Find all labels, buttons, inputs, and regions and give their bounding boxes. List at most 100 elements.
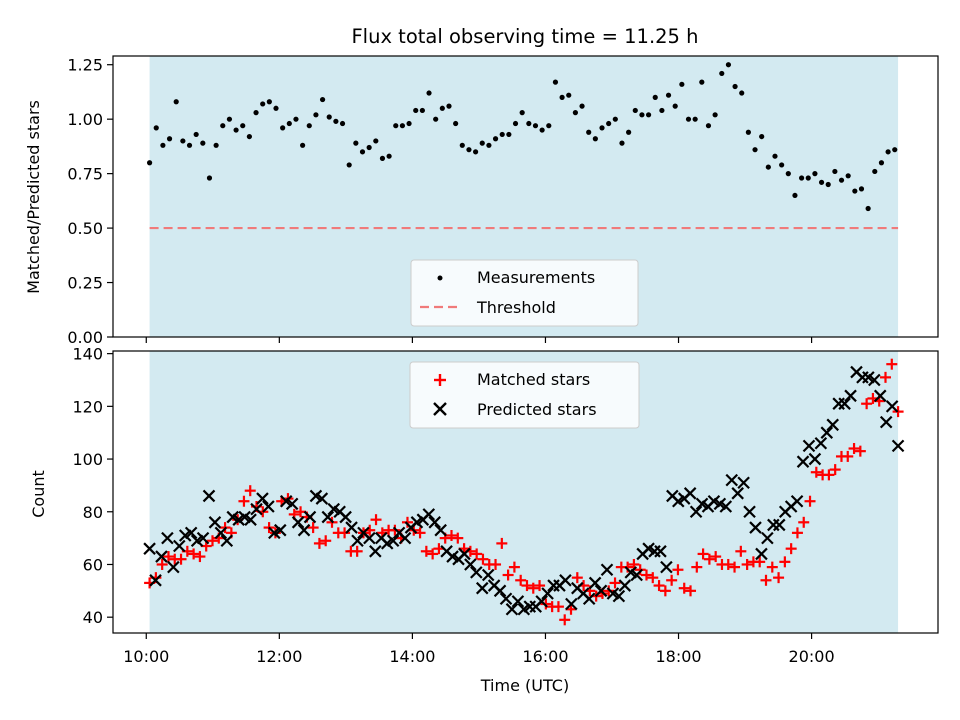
predicted-star-point (737, 476, 750, 490)
legend-matched-label: Matched stars (477, 370, 590, 389)
predicted-star-point (303, 510, 317, 524)
matched-star-point (842, 450, 854, 462)
measurement-point (453, 120, 459, 127)
matched-star-point (666, 574, 678, 586)
predicted-star-point (214, 526, 228, 540)
measurement-point (366, 144, 372, 151)
predicted-star-point (196, 531, 210, 545)
top-x-ticks (145, 337, 813, 343)
measurement-point (246, 133, 252, 140)
predicted-star-point (184, 526, 198, 540)
matched-star-point (609, 577, 621, 589)
measurement-point (220, 123, 226, 129)
matched-star-point (678, 582, 690, 594)
matched-star-point (647, 572, 659, 584)
measurement-point (632, 107, 638, 114)
matched-star-point (496, 537, 508, 549)
measurement-point (579, 103, 585, 109)
chart-title: Flux total observing time = 11.25 h (351, 25, 698, 48)
measurement-point (845, 173, 851, 179)
matched-star-point (490, 558, 502, 570)
measurement-point (805, 175, 811, 181)
matched-star-point (773, 572, 785, 584)
measurement-point (326, 114, 332, 120)
measurement-point (466, 147, 472, 153)
matched-star-point (703, 553, 715, 565)
measurement-point (333, 118, 339, 124)
predicted-star-point (315, 492, 329, 505)
legend-threshold-label: Threshold (476, 298, 556, 317)
measurement-point (146, 160, 153, 166)
matched-star-point (886, 358, 898, 370)
measurement-point (865, 205, 871, 212)
predicted-star-point (731, 487, 744, 500)
matched-star-point (446, 529, 458, 541)
predicted-star-point (464, 558, 477, 571)
measurement-point (446, 103, 452, 109)
matched-star-point (521, 580, 533, 592)
measurement-point (885, 149, 891, 155)
count-panel: 40 60 80 100 120 140 10:00 12:00 14:00 16:00 18:0… (29, 345, 939, 695)
measurement-point (286, 120, 292, 127)
matched-star-point (729, 561, 741, 573)
matched-star-point (156, 558, 168, 570)
measurement-point (193, 131, 199, 138)
predicted-star-point (161, 531, 174, 545)
predicted-star-point (143, 542, 156, 555)
measurement-point (838, 177, 845, 183)
bottom-axes-frame (112, 350, 939, 634)
predicted-star-point (761, 531, 774, 545)
matched-star-point (571, 572, 583, 584)
predicted-star-point (683, 487, 697, 500)
predicted-star-point (297, 523, 311, 537)
predicted-star-point (291, 516, 305, 529)
measurement-point (273, 105, 279, 111)
measurement-point (153, 125, 159, 131)
measurement-point (792, 192, 798, 199)
bottom-y-tick-label: 40 (83, 608, 103, 627)
measurement-point (772, 153, 778, 159)
x-tick-label: 18:00 (655, 647, 701, 666)
bottom-y-tick-label: 80 (83, 503, 103, 522)
measurement-point (592, 136, 598, 142)
matched-star-point (791, 527, 803, 539)
predicted-star-point (772, 518, 786, 532)
legend-measurements-label: Measurements (477, 268, 595, 287)
predicted-star-point (155, 550, 168, 563)
measurement-point (413, 107, 419, 114)
measurement-point (612, 116, 618, 122)
matched-star-point (754, 556, 766, 568)
bottom-y-tick-label: 120 (72, 397, 103, 416)
matched-star-point (477, 553, 489, 565)
measurement-point (878, 160, 885, 166)
measurement-point (752, 147, 758, 153)
measurement-point (306, 123, 312, 129)
matched-star-point (829, 464, 841, 476)
predicted-star-point (541, 587, 554, 600)
predicted-star-point (244, 513, 257, 526)
matched-star-point (741, 558, 753, 570)
predicted-star-point (814, 436, 828, 450)
measurement-point (852, 188, 858, 194)
predicted-star-point (475, 581, 489, 595)
measurement-point (779, 162, 785, 168)
measurement-point (439, 105, 445, 111)
predicted-star-point (202, 489, 216, 503)
predicted-star-point (434, 523, 447, 537)
measurement-point (872, 168, 878, 175)
measurement-point (240, 123, 246, 129)
legend-predicted-label: Predicted stars (477, 400, 597, 419)
matched-star-point (685, 585, 697, 597)
matched-star-point (471, 548, 483, 560)
measurement-point (406, 120, 412, 127)
predicted-star-point (363, 531, 376, 545)
predicted-star-point (220, 534, 234, 548)
measurement-point (359, 149, 366, 155)
measurement-point (719, 70, 725, 77)
matched-star-point (766, 561, 778, 573)
predicted-star-point (481, 568, 495, 582)
predicted-star-point (594, 584, 608, 598)
measurement-point (818, 179, 825, 185)
matched-star-point (854, 445, 866, 457)
matched-star-point (559, 614, 571, 626)
